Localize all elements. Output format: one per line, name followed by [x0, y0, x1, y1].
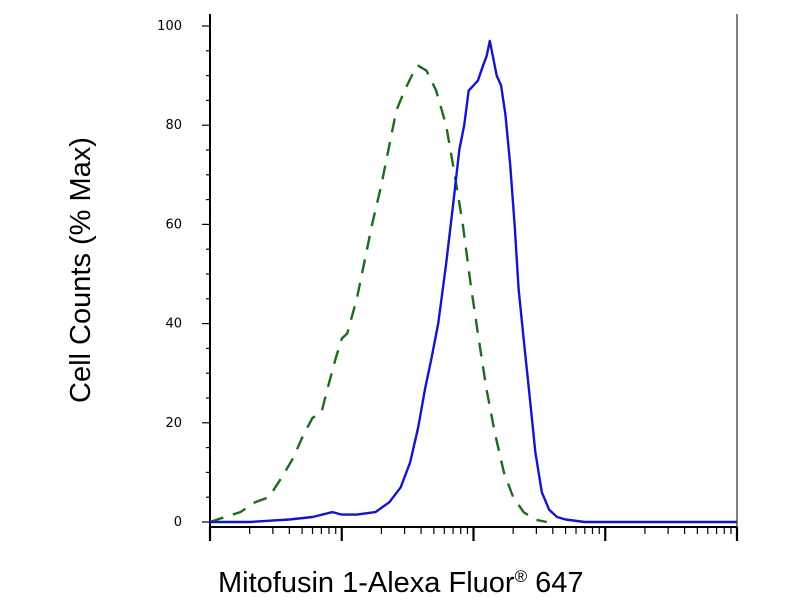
x-axis-title-main: Mitofusin 1-Alexa Fluor [218, 567, 515, 599]
x-axis-title-superscript: ® [515, 567, 528, 586]
x-axis-title-suffix: 647 [527, 567, 583, 599]
y-tick-label: 40 [165, 317, 182, 332]
solid-histogram-line [210, 39, 737, 524]
y-tick-label: 100 [157, 19, 182, 34]
y-tick-label: 60 [165, 217, 182, 232]
dashed-histogram-line [209, 64, 548, 524]
series-layer [209, 39, 737, 524]
y-tick-label: 0 [174, 515, 182, 530]
labels-layer: Cell Counts (% Max) Mitofusin 1-Alexa Fl… [65, 137, 584, 599]
y-tick-label: 20 [165, 416, 182, 431]
y-tick-label: 80 [165, 118, 182, 133]
x-axis-title: Mitofusin 1-Alexa Fluor® 647 [218, 567, 584, 599]
y-axis-title: Cell Counts (% Max) [65, 137, 97, 403]
axes: 0 20 40 60 80 100 [157, 14, 739, 541]
